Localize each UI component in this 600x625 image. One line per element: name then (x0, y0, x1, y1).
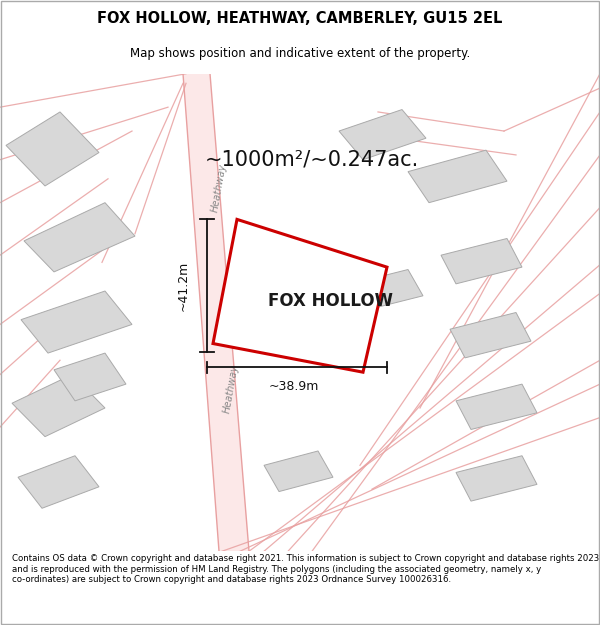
Text: FOX HOLLOW, HEATHWAY, CAMBERLEY, GU15 2EL: FOX HOLLOW, HEATHWAY, CAMBERLEY, GU15 2E… (97, 11, 503, 26)
Polygon shape (6, 112, 99, 186)
Polygon shape (456, 456, 537, 501)
Polygon shape (408, 150, 507, 202)
Polygon shape (24, 202, 135, 272)
Polygon shape (249, 253, 351, 339)
Polygon shape (339, 109, 426, 160)
Text: ~38.9m: ~38.9m (269, 380, 319, 393)
Polygon shape (12, 374, 105, 437)
Polygon shape (456, 384, 537, 429)
Polygon shape (450, 312, 531, 358)
Text: Contains OS data © Crown copyright and database right 2021. This information is : Contains OS data © Crown copyright and d… (12, 554, 599, 584)
Text: FOX HOLLOW: FOX HOLLOW (268, 291, 392, 309)
Text: Map shows position and indicative extent of the property.: Map shows position and indicative extent… (130, 47, 470, 59)
Text: ~41.2m: ~41.2m (176, 261, 190, 311)
Text: Heathway: Heathway (210, 163, 228, 213)
Polygon shape (21, 291, 132, 353)
Polygon shape (18, 456, 99, 508)
Text: ~1000m²/~0.247ac.: ~1000m²/~0.247ac. (205, 150, 419, 170)
Text: Heathway: Heathway (222, 364, 240, 414)
Polygon shape (264, 451, 333, 491)
Polygon shape (183, 74, 249, 551)
Polygon shape (351, 269, 423, 310)
Polygon shape (54, 353, 126, 401)
Polygon shape (213, 219, 387, 372)
Polygon shape (441, 239, 522, 284)
